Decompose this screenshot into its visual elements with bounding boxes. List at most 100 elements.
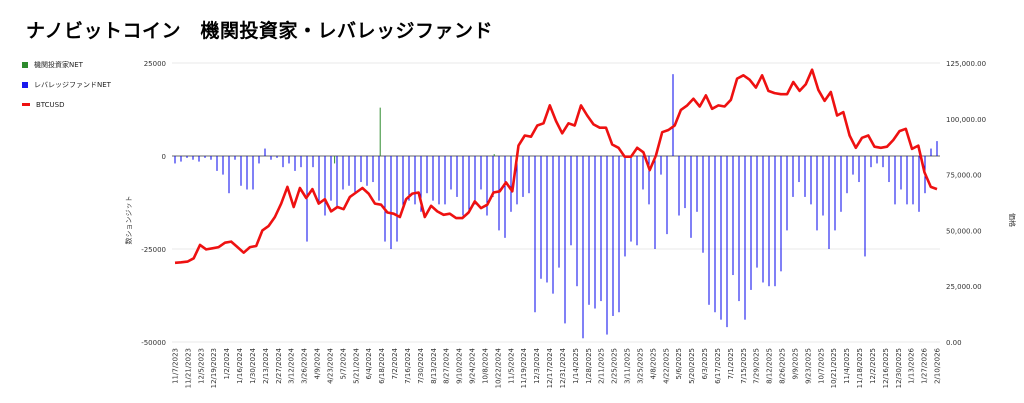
x-tick-label: 5/21/2024 xyxy=(352,347,360,383)
legend-label-leveraged: レバレッジファンドNET xyxy=(34,80,111,89)
leveraged-bar xyxy=(462,156,464,216)
x-tick-label: 9/24/2024 xyxy=(469,347,477,383)
x-tick-label: 3/12/2024 xyxy=(288,347,296,383)
left-tick-label: -25000 xyxy=(141,246,166,254)
leveraged-bar xyxy=(264,148,266,156)
legend: 機関投資家NET レバレッジファンドNET BTCUSD xyxy=(22,57,111,117)
x-tick-label: 11/5/2024 xyxy=(507,347,515,383)
leveraged-bar xyxy=(336,156,338,209)
leveraged-bar xyxy=(804,156,806,197)
leveraged-bar xyxy=(366,156,368,186)
leveraged-bar xyxy=(642,156,644,190)
leveraged-bar xyxy=(828,156,830,249)
leveraged-bar xyxy=(888,156,890,183)
legend-item-institutional: 機関投資家NET xyxy=(22,57,111,72)
legend-swatch-btcusd xyxy=(22,103,30,106)
leveraged-bar xyxy=(414,156,416,205)
leveraged-bar xyxy=(546,156,548,283)
right-axis: 125,000.00 100,000.00 75,000.00 50,000.00 25… xyxy=(946,60,986,347)
leveraged-bar xyxy=(780,156,782,272)
leveraged-bar xyxy=(402,156,404,209)
leveraged-bar xyxy=(450,156,452,190)
x-tick-label: 8/27/2024 xyxy=(443,347,451,383)
x-tick-label: 8/13/2024 xyxy=(430,347,438,383)
institutional-bar xyxy=(334,156,336,164)
leveraged-bar xyxy=(228,156,230,194)
leveraged-bar xyxy=(474,156,476,205)
leveraged-bar xyxy=(636,156,638,246)
x-tick-label: 4/8/2025 xyxy=(649,348,657,379)
leveraged-bar xyxy=(630,156,632,242)
leveraged-bar xyxy=(504,156,506,238)
x-tick-label: 7/30/2024 xyxy=(417,347,425,383)
x-tick-label: 5/6/2025 xyxy=(675,348,683,379)
leveraged-bar xyxy=(594,156,596,309)
leveraged-bar xyxy=(534,156,536,313)
leveraged-bar xyxy=(618,156,620,313)
right-tick-label: 25,000.00 xyxy=(946,283,982,291)
leveraged-bar xyxy=(750,156,752,290)
leveraged-bar xyxy=(498,156,500,231)
leveraged-bar xyxy=(282,156,284,168)
leveraged-bar xyxy=(378,156,380,201)
legend-item-leveraged: レバレッジファンドNET xyxy=(22,77,111,92)
x-tick-label: 12/19/2023 xyxy=(210,348,218,388)
x-tick-label: 1/14/2025 xyxy=(572,348,580,384)
leveraged-bar xyxy=(570,156,572,246)
leveraged-bar xyxy=(822,156,824,216)
x-tick-label: 3/25/2025 xyxy=(636,348,644,384)
leveraged-bar xyxy=(714,156,716,313)
leveraged-bar xyxy=(906,156,908,205)
leveraged-bar xyxy=(744,156,746,320)
leveraged-bar xyxy=(384,156,386,242)
x-tick-label: 7/1/2025 xyxy=(727,348,735,379)
x-tick-label: 3/26/2024 xyxy=(301,347,309,383)
leveraged-bar xyxy=(240,156,242,186)
leveraged-bar xyxy=(720,156,722,320)
leveraged-bar xyxy=(864,156,866,257)
legend-label-btcusd: BTCUSD xyxy=(36,100,65,109)
x-tick-label: 12/5/2023 xyxy=(197,348,205,384)
left-axis: 25000 0 -25000 -50000 xyxy=(141,60,166,347)
x-tick-label: 11/4/2025 xyxy=(843,348,851,384)
x-tick-label: 4/22/2025 xyxy=(662,348,670,384)
leveraged-bar xyxy=(696,156,698,212)
leveraged-bar xyxy=(294,156,296,171)
leveraged-bar xyxy=(552,156,554,294)
leveraged-bar xyxy=(798,156,800,183)
leveraged-bar xyxy=(516,156,518,205)
x-tick-label: 2/25/2025 xyxy=(611,348,619,384)
leveraged-bar xyxy=(180,156,182,162)
leveraged-bar xyxy=(480,156,482,190)
x-tick-label: 5/7/2024 xyxy=(339,347,347,379)
leveraged-bar xyxy=(624,156,626,257)
x-tick-label: 1/30/2024 xyxy=(249,347,257,383)
leveraged-bar xyxy=(894,156,896,205)
x-tick-label: 6/17/2025 xyxy=(714,348,722,384)
leveraged-bar xyxy=(468,156,470,212)
leveraged-bar xyxy=(288,156,290,164)
x-tick-label: 12/16/2025 xyxy=(882,348,890,388)
right-tick-label: 125,000.00 xyxy=(946,60,986,68)
legend-swatch-institutional xyxy=(22,61,28,68)
leveraged-bar xyxy=(612,156,614,316)
leveraged-bar xyxy=(342,156,344,190)
leveraged-bar xyxy=(582,156,584,339)
leveraged-bar xyxy=(540,156,542,279)
leveraged-bar xyxy=(252,156,254,190)
x-tick-label: 3/11/2025 xyxy=(624,348,632,384)
x-tick-label: 9/9/2025 xyxy=(791,348,799,379)
x-tick-label: 12/2/2025 xyxy=(869,348,877,384)
x-tick-label: 1/28/2025 xyxy=(585,348,593,384)
x-tick-label: 10/22/2024 xyxy=(494,347,502,388)
leveraged-bar xyxy=(900,156,902,190)
leveraged-bar xyxy=(348,156,350,186)
leveraged-bar xyxy=(840,156,842,212)
x-tick-label: 8/12/2025 xyxy=(766,348,774,384)
leveraged-bar xyxy=(246,156,248,190)
leveraged-bar xyxy=(324,156,326,216)
leveraged-bar xyxy=(606,156,608,335)
leveraged-bar xyxy=(330,156,332,201)
leveraged-bar xyxy=(738,156,740,302)
